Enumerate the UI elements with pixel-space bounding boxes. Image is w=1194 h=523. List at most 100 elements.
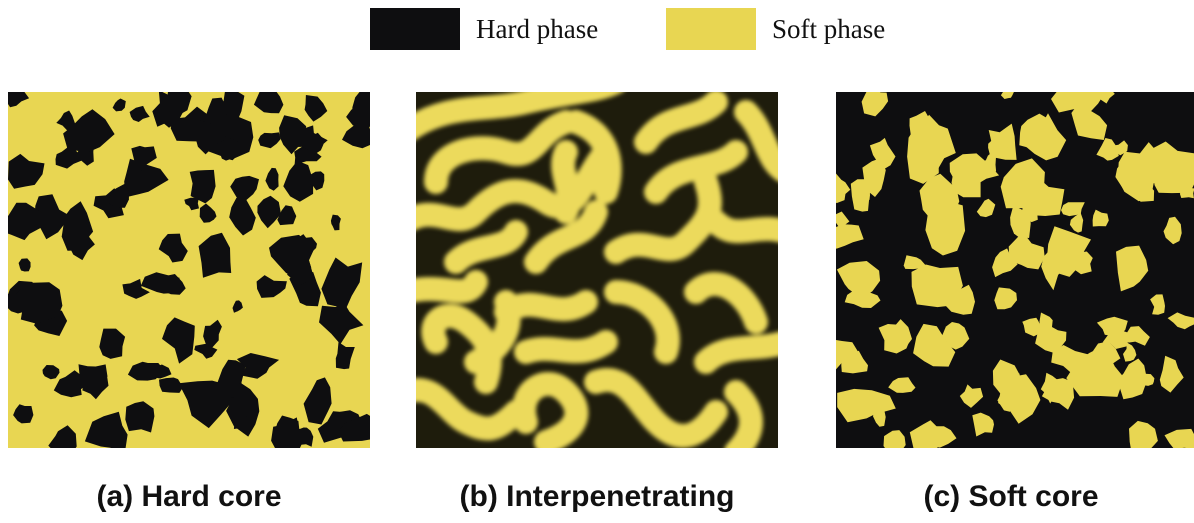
- phase-domain: [129, 105, 150, 122]
- phase-domain: [1024, 113, 1067, 161]
- phase-domain: [283, 160, 314, 202]
- phase-domain: [279, 115, 307, 155]
- hard-phase-swatch: [370, 8, 460, 50]
- phase-domain: [1061, 202, 1085, 217]
- phase-domain: [258, 132, 281, 149]
- phase-domain: [330, 214, 341, 231]
- soft-phase-stripe: [634, 92, 728, 154]
- soft-phase-stripe: [416, 378, 528, 441]
- phase-domain: [84, 411, 128, 448]
- phase-domain: [194, 343, 218, 359]
- phase-domain: [321, 257, 363, 309]
- soft-phase-stripe: [416, 140, 618, 232]
- soft-phase-stripe: [734, 100, 778, 182]
- phase-domain: [1067, 251, 1093, 275]
- phase-domain: [1051, 345, 1099, 373]
- phase-domain: [256, 275, 287, 298]
- soft-phase-stripe: [584, 368, 728, 448]
- phase-domain: [218, 136, 244, 161]
- phase-domain: [140, 272, 180, 294]
- phase-domain: [1117, 151, 1161, 202]
- soft-phase-swatch: [666, 8, 756, 50]
- phase-domain: [304, 95, 328, 122]
- legend: Hard phase Soft phase: [0, 6, 1194, 52]
- soft-phase-stripe: [444, 220, 528, 274]
- phase-domain: [301, 132, 324, 155]
- phase-domain: [159, 111, 175, 128]
- phase-domain: [13, 404, 34, 424]
- phase-domain: [42, 365, 60, 380]
- phase-domain: [1164, 428, 1194, 448]
- phase-domain: [189, 169, 216, 204]
- phase-domain: [63, 109, 115, 152]
- phase-domain: [127, 361, 165, 381]
- phase-domain: [205, 97, 227, 134]
- phase-domain: [257, 195, 281, 229]
- phase-domain: [988, 139, 1008, 157]
- legend-item-hard: Hard phase: [370, 6, 598, 52]
- soft-phase-stripe: [684, 272, 768, 334]
- phase-domain: [198, 232, 232, 278]
- phase-domain: [131, 145, 157, 171]
- phase-domain: [338, 413, 370, 442]
- legend-label-hard: Hard phase: [476, 13, 599, 44]
- phase-domain: [296, 427, 314, 447]
- phase-domain: [107, 184, 129, 208]
- phase-domain: [1066, 345, 1124, 397]
- phase-domain: [253, 92, 284, 114]
- panel-interpenetrating: [416, 92, 778, 448]
- phase-domain: [1098, 92, 1115, 104]
- soft-phase-stripe: [724, 380, 763, 448]
- phase-domain: [1136, 373, 1155, 386]
- soft-phase-stripe: [551, 140, 581, 224]
- phase-domain: [862, 158, 886, 197]
- phase-domain: [919, 173, 960, 223]
- phase-domain: [1117, 358, 1148, 400]
- phase-domain: [913, 323, 956, 367]
- phase-domain: [1010, 205, 1031, 238]
- phase-domain: [184, 197, 199, 211]
- phase-domain: [229, 197, 256, 236]
- phase-domain: [888, 377, 916, 393]
- phase-domain: [236, 353, 280, 379]
- phase-domain: [836, 211, 850, 228]
- phase-domain: [159, 377, 183, 393]
- phase-domain: [1041, 243, 1066, 291]
- phase-domain: [225, 381, 247, 399]
- panel-soft-core: [836, 92, 1194, 448]
- phase-domain: [1039, 312, 1053, 345]
- phase-domain: [303, 377, 332, 425]
- phase-domain: [883, 430, 906, 448]
- phase-domain: [99, 328, 126, 359]
- phase-domain: [232, 300, 243, 313]
- soft-phase-stripe: [514, 330, 618, 364]
- phase-domain: [34, 194, 71, 240]
- phase-domain: [1069, 212, 1084, 233]
- phase-domain: [836, 261, 881, 299]
- phase-domain: [1040, 372, 1058, 404]
- phase-domain: [1000, 92, 1014, 99]
- phase-domain: [1123, 326, 1150, 346]
- phase-domain: [8, 153, 45, 189]
- phase-domain: [112, 98, 126, 112]
- phase-domain: [265, 167, 279, 191]
- phase-domain: [1123, 342, 1137, 362]
- phase-domain: [61, 201, 94, 251]
- phase-domain: [836, 340, 860, 370]
- phase-domain: [1150, 294, 1165, 315]
- phase-domain: [844, 289, 881, 308]
- phase-domain: [191, 119, 228, 155]
- phase-domain: [53, 370, 83, 398]
- phase-domain: [125, 401, 155, 433]
- phase-domain: [277, 205, 297, 226]
- phase-domain: [1159, 355, 1184, 393]
- phase-domain: [20, 282, 63, 324]
- panel-hard-core: [8, 92, 370, 448]
- phase-domain: [342, 122, 370, 149]
- soft-phase-stripe: [694, 331, 778, 374]
- hard-core-microstructure: [8, 92, 370, 448]
- phase-domain: [959, 384, 984, 408]
- phase-domain: [351, 92, 370, 125]
- phase-domain: [887, 319, 912, 353]
- phase-domain: [1163, 216, 1182, 245]
